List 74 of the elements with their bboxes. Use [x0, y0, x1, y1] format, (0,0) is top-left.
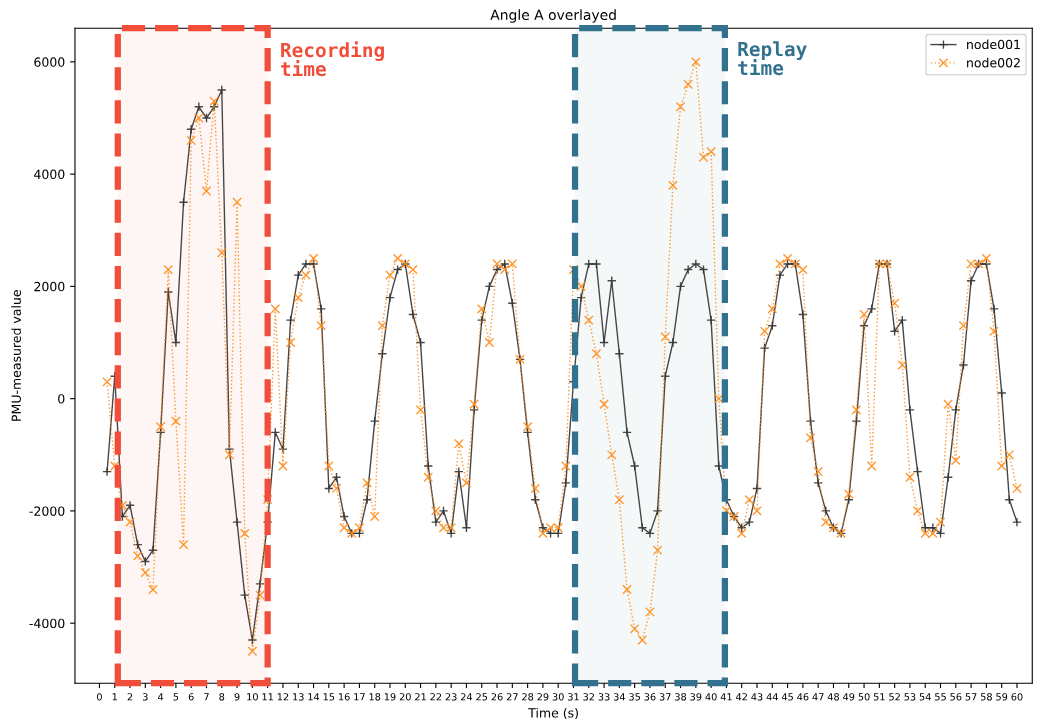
x-tick-label: 46: [797, 693, 809, 701]
x-tick-label: 48: [827, 693, 839, 701]
x-tick-label: 43: [751, 693, 763, 701]
x-tick-label: 32: [583, 693, 594, 701]
y-tick-label: -2000: [29, 506, 65, 516]
y-tick-label: -4000: [29, 618, 65, 629]
x-tick-label: 51: [873, 693, 885, 701]
x-tick-label: 44: [766, 693, 778, 701]
x-tick-label: 60: [1011, 693, 1023, 701]
x-tick-label: 52: [889, 693, 900, 701]
x-tick-label: 3: [142, 693, 148, 701]
x-tick-label: 28: [522, 693, 534, 701]
x-tick-label: 40: [705, 693, 717, 701]
x-tick-label: 13: [293, 693, 304, 701]
x-tick-label: 7: [204, 693, 209, 701]
x-axis-title: Time (s): [528, 707, 578, 720]
x-tick-label: 47: [812, 693, 824, 701]
x-tick-label: 53: [904, 693, 916, 701]
y-tick-label: 0: [58, 394, 65, 404]
x-tick-label: 15: [323, 693, 335, 701]
chart-title: Angle A overlayed: [490, 9, 616, 23]
legend-label: node001: [967, 39, 1020, 50]
x-tick-label: 6: [188, 693, 194, 701]
x-tick-label: 5: [173, 693, 179, 701]
band-label: Replay time: [738, 41, 807, 76]
x-tick-label: 49: [843, 693, 855, 701]
x-tick-label: 25: [476, 693, 488, 701]
x-tick-label: 1: [112, 693, 117, 701]
x-tick-label: 0: [96, 693, 102, 701]
x-tick-label: 17: [354, 693, 365, 701]
x-tick-label: 36: [644, 693, 656, 701]
x-tick-label: 23: [445, 693, 457, 701]
x-tick-label: 4: [158, 693, 164, 701]
y-axis-title: PMU-measured value: [11, 290, 21, 421]
x-tick-label: 27: [506, 693, 518, 701]
x-tick-label: 20: [399, 693, 411, 701]
x-tick-label: 31: [568, 693, 579, 701]
x-tick-label: 34: [613, 693, 626, 701]
x-tick-label: 22: [430, 693, 442, 701]
x-tick-label: 19: [384, 693, 396, 701]
y-tick-label: 2000: [34, 281, 65, 292]
x-tick-label: 33: [598, 693, 610, 701]
x-tick-label: 11: [262, 693, 273, 701]
x-tick-label: 9: [234, 693, 240, 701]
x-tick-label: 37: [659, 693, 671, 701]
x-tick-label: 29: [537, 693, 549, 701]
y-tick-label: 6000: [34, 57, 65, 67]
x-tick-label: 8: [219, 693, 225, 701]
x-tick-label: 59: [996, 693, 1008, 701]
x-tick-label: 2: [127, 693, 133, 701]
y-tick-label: 4000: [34, 169, 65, 180]
x-tick-label: 39: [690, 693, 702, 701]
x-tick-label: 24: [460, 693, 473, 701]
x-tick-label: 38: [675, 693, 687, 701]
x-tick-label: 58: [980, 693, 992, 701]
x-tick-label: 21: [415, 693, 426, 701]
x-tick-label: 18: [369, 693, 381, 701]
x-tick-label: 50: [858, 693, 870, 701]
x-tick-label: 45: [781, 693, 793, 701]
x-tick-label: 42: [736, 693, 747, 701]
x-tick-label: 26: [491, 693, 503, 701]
legend-label: node002: [967, 57, 1020, 68]
x-tick-label: 30: [552, 693, 564, 701]
x-tick-label: 14: [308, 693, 320, 701]
x-tick-label: 56: [950, 693, 962, 701]
x-tick-label: 54: [919, 693, 931, 701]
band-label: Recording time: [280, 41, 384, 77]
x-tick-label: 41: [720, 693, 732, 701]
x-tick-label: 55: [935, 693, 946, 701]
x-tick-label: 35: [629, 693, 641, 701]
x-tick-label: 57: [965, 693, 977, 701]
x-tick-label: 16: [339, 693, 350, 701]
x-tick-label: 10: [247, 693, 258, 701]
x-tick-label: 12: [277, 693, 289, 701]
